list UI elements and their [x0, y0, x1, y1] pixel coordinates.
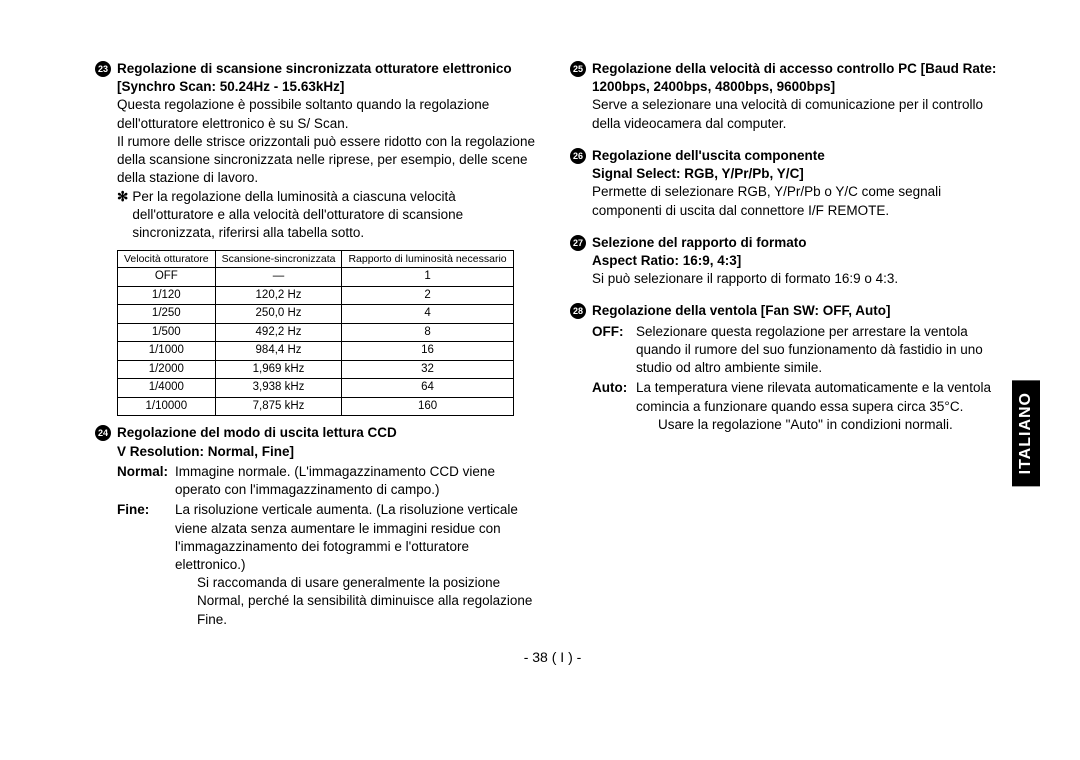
auto-text: La temperatura viene rilevata automatica… [636, 379, 1010, 415]
table-cell: 32 [342, 360, 513, 379]
page-number: - 38 ( I ) - [95, 649, 1010, 665]
table-cell: 16 [342, 342, 513, 361]
table-row: 1/20001,969 kHz32 [118, 360, 514, 379]
table-row: 1/100007,875 kHz160 [118, 397, 514, 416]
table-cell: 1 [342, 268, 513, 287]
num-badge-26: 26 [570, 148, 586, 164]
off-text: Selezionare questa regolazione per arres… [636, 323, 1010, 378]
table-row: 1/1000984,4 Hz16 [118, 342, 514, 361]
star-icon: ✻ [117, 188, 128, 243]
table-row: 1/40003,938 kHz64 [118, 379, 514, 398]
fine-label: Fine: [117, 501, 175, 574]
table-cell: 1/250 [118, 305, 216, 324]
num-badge-23: 23 [95, 61, 111, 77]
normal-label: Normal: [117, 463, 175, 499]
table-cell: 250,0 Hz [215, 305, 342, 324]
auto-cont: Usare la regolazione "Auto" in condizion… [658, 416, 1010, 434]
item-28: 28 Regolazione della ventola [Fan SW: OF… [570, 302, 1010, 320]
item-26: 26 Regolazione dell'uscita componente [570, 147, 1010, 165]
table-cell: — [215, 268, 342, 287]
item-23-title: Regolazione di scansione sincronizzata o… [117, 60, 535, 96]
item-23-body2: Il rumore delle strisce orizzontali può … [117, 133, 535, 188]
table-header: Rapporto di luminosità necessario [342, 251, 513, 268]
num-badge-27: 27 [570, 235, 586, 251]
table-cell: 2 [342, 286, 513, 305]
fine-cont: Si raccomanda di usare generalmente la p… [197, 574, 535, 629]
item-23: 23 Regolazione di scansione sincronizzat… [95, 60, 535, 96]
table-row: 1/250250,0 Hz4 [118, 305, 514, 324]
normal-text: Immagine normale. (L'immagazzinamento CC… [175, 463, 535, 499]
item-24: 24 Regolazione del modo di uscita lettur… [95, 424, 535, 442]
left-column: 23 Regolazione di scansione sincronizzat… [95, 60, 535, 629]
item-25-body: Serve a selezionare una velocità di comu… [592, 96, 1010, 132]
item-23-note: ✻ Per la regolazione della luminosità a … [117, 188, 535, 243]
table-cell: 984,4 Hz [215, 342, 342, 361]
table-cell: 160 [342, 397, 513, 416]
item-26-title: Regolazione dell'uscita componente [592, 147, 825, 165]
table-cell: 1/4000 [118, 379, 216, 398]
item-27-body: Si può selezionare il rapporto di format… [592, 270, 1010, 288]
table-cell: 1,969 kHz [215, 360, 342, 379]
table-cell: 8 [342, 323, 513, 342]
fine-text: La risoluzione verticale aumenta. (La ri… [175, 501, 535, 574]
language-tab: ITALIANO [1012, 380, 1040, 486]
auto-label: Auto: [592, 379, 636, 415]
table-cell: 120,2 Hz [215, 286, 342, 305]
item-28-defs: OFF: Selezionare questa regolazione per … [592, 323, 1010, 434]
table-cell: 492,2 Hz [215, 323, 342, 342]
item-23-body1: Questa regolazione è possibile soltanto … [117, 96, 535, 132]
table-cell: 1/120 [118, 286, 216, 305]
table-cell: 1/1000 [118, 342, 216, 361]
table-cell: 1/500 [118, 323, 216, 342]
table-cell: 3,938 kHz [215, 379, 342, 398]
item-27: 27 Selezione del rapporto di formato [570, 234, 1010, 252]
table-cell: 1/10000 [118, 397, 216, 416]
item-24-subtitle: V Resolution: Normal, Fine] [117, 443, 535, 461]
right-column: 25 Regolazione della velocità di accesso… [570, 60, 1010, 629]
table-row: 1/500492,2 Hz8 [118, 323, 514, 342]
item-24-title: Regolazione del modo di uscita lettura C… [117, 424, 397, 442]
item-23-note-text: Per la regolazione della luminosità a ci… [132, 188, 535, 243]
table-cell: 4 [342, 305, 513, 324]
table-row: 1/120120,2 Hz2 [118, 286, 514, 305]
table-cell: 64 [342, 379, 513, 398]
num-badge-28: 28 [570, 303, 586, 319]
table-cell: 7,875 kHz [215, 397, 342, 416]
off-label: OFF: [592, 323, 636, 378]
item-24-defs: Normal: Immagine normale. (L'immagazzina… [117, 463, 535, 629]
item-26-body: Permette di selezionare RGB, Y/Pr/Pb o Y… [592, 183, 1010, 219]
table-cell: OFF [118, 268, 216, 287]
item-27-subtitle: Aspect Ratio: 16:9, 4:3] [592, 252, 1010, 270]
num-badge-25: 25 [570, 61, 586, 77]
item-28-title: Regolazione della ventola [Fan SW: OFF, … [592, 302, 891, 320]
table-header: Scansione-sincronizzata [215, 251, 342, 268]
item-25: 25 Regolazione della velocità di accesso… [570, 60, 1010, 96]
table-header: Velocità otturatore [118, 251, 216, 268]
item-25-title: Regolazione della velocità di accesso co… [592, 60, 1010, 96]
table-cell: 1/2000 [118, 360, 216, 379]
num-badge-24: 24 [95, 425, 111, 441]
shutter-table: Velocità otturatoreScansione-sincronizza… [117, 250, 514, 416]
content-columns: 23 Regolazione di scansione sincronizzat… [95, 60, 1010, 629]
table-row: OFF—1 [118, 268, 514, 287]
item-26-subtitle: Signal Select: RGB, Y/Pr/Pb, Y/C] [592, 165, 1010, 183]
item-27-title: Selezione del rapporto di formato [592, 234, 807, 252]
